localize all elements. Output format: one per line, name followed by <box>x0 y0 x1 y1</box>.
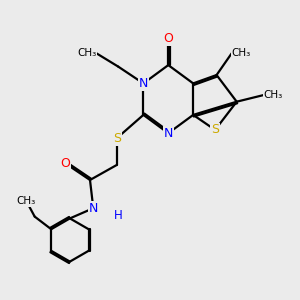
Text: H: H <box>114 208 123 222</box>
Text: CH₃: CH₃ <box>77 48 97 59</box>
Text: N: N <box>139 77 148 90</box>
Text: N: N <box>88 202 98 215</box>
Text: S: S <box>113 132 121 145</box>
Text: O: O <box>164 32 173 45</box>
Text: CH₃: CH₃ <box>263 90 283 100</box>
Text: O: O <box>60 157 70 170</box>
Text: S: S <box>211 123 219 136</box>
Text: CH₃: CH₃ <box>17 196 36 206</box>
Text: CH₃: CH₃ <box>232 48 251 59</box>
Text: N: N <box>164 127 173 140</box>
